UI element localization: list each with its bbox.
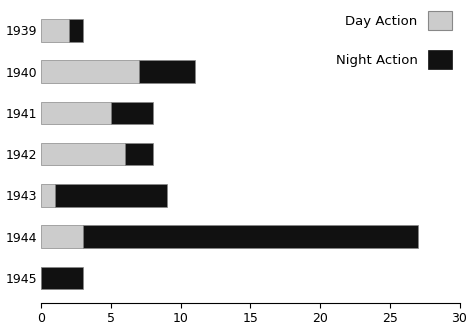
- Legend: Day Action, Night Action: Day Action, Night Action: [330, 6, 457, 74]
- Bar: [41, 102, 111, 124]
- Bar: [125, 143, 153, 166]
- Bar: [41, 19, 69, 42]
- Bar: [139, 60, 195, 83]
- Bar: [41, 184, 55, 207]
- Bar: [55, 184, 167, 207]
- Bar: [111, 102, 153, 124]
- Bar: [41, 60, 139, 83]
- Bar: [69, 19, 83, 42]
- Bar: [41, 225, 83, 248]
- Bar: [41, 266, 83, 289]
- Bar: [41, 143, 125, 166]
- Bar: [83, 225, 418, 248]
